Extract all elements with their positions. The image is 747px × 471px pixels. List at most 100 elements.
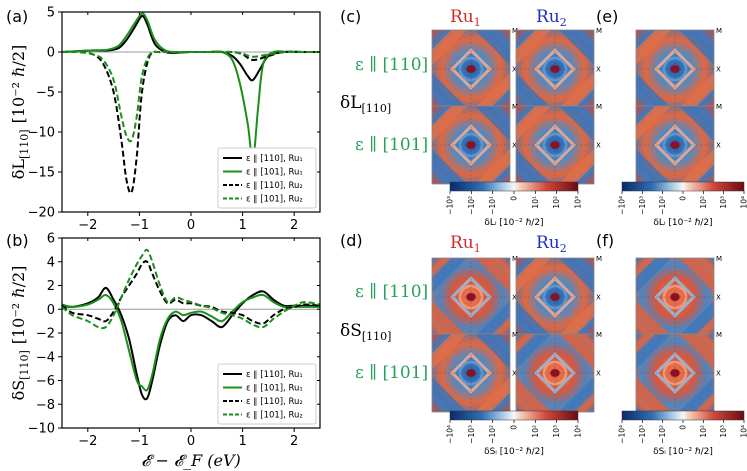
bz-map: MX [431,27,518,109]
colorbar-tick-label: −10³ [638,425,647,444]
bz-map: MX [515,255,602,337]
colorbar-tick-label: −10² [658,425,667,444]
map-label-x: X [716,142,721,150]
map-core [466,141,476,149]
colorbar-gradient [449,410,579,421]
map-stripe [516,334,552,370]
bz-map: MX [635,103,722,185]
ru1-name-bottom: Ru [450,233,474,253]
y-tick-label: 0 [47,46,55,61]
map-stripe [432,334,468,370]
map-stripe [432,376,468,412]
colorbar-tick-label: −10³ [638,196,647,215]
colorbar-tick-label: 0 [679,425,688,430]
colorbar-tick-label: 10³ [719,196,728,209]
map-stripe [636,72,672,108]
map-stripe [678,106,714,142]
map-stripe [474,148,510,184]
y-tick-label: −15 [28,166,55,181]
quantity-dL-sub: [110] [362,102,392,115]
ru2-sub-bottom: 2 [560,242,567,255]
ru1-sub-top: 1 [474,16,481,29]
map-label-m: M [716,103,722,111]
pol-110-top: ε ∥ [110] [355,55,428,75]
map-stripe [474,300,510,336]
map-stripe [432,300,468,336]
ru1-label-bottom: Ru1 [450,233,481,255]
map-label-m: M [596,331,602,339]
y-axis-label-unit: [10⁻² ℏ/2] [9,45,28,124]
map-stripe [474,258,510,294]
map-label-m: M [596,27,602,35]
map-label-m: M [512,255,518,263]
colorbar-tick-label: −10³ [467,425,476,444]
map-core [550,65,560,73]
y-tick-label: 2 [47,279,55,294]
y-tick-label: 6 [47,232,55,247]
series-line-3 [61,260,321,325]
colorbar-label: δLᵢ [10⁻² ℏ/2] [653,218,712,228]
y-tick-label: −6 [36,374,55,389]
colorbar-tick-label: 10⁴ [740,196,747,209]
colorbar-label: δSᵢ [10⁻² ℏ/2] [484,447,544,457]
legend-label-4: ε ∥ [101], Ru₂ [246,195,303,205]
map-stripe [474,72,510,108]
series-line-2 [61,12,320,162]
map-core [466,65,476,73]
bz-map: MX [515,103,602,185]
colorbar-tick-label: 0 [510,196,519,201]
map-label-m: M [716,331,722,339]
y-axis-label-main: δL [9,159,28,180]
map-core [670,293,680,301]
map-stripe [558,300,594,336]
colorbar-f: −10⁴ −10³ −10² 0 10² 10³ 10⁴ δSᵢ [10⁻² ℏ/2] [618,410,747,457]
map-stripe [474,106,510,142]
colorbar-gradient [621,410,745,421]
x-tick-label: 0 [187,218,195,233]
map-stripe [558,72,594,108]
quantity-dL-main: δL [340,93,362,113]
colorbar-tick-label: 10² [699,425,708,438]
map-label-x: X [596,370,601,378]
y-axis-label: δS[110] [10⁻² ℏ/2] [9,266,31,401]
bz-map: MX [515,27,602,109]
pol-110-bottom: ε ∥ [110] [355,282,428,302]
y-tick-label: −10 [28,422,55,437]
map-stripe [636,334,672,370]
map-stripe [558,148,594,184]
map-core [670,369,680,377]
legend-label-1: ε ∥ [110], Ru₁ [246,370,303,380]
map-stripe [432,148,468,184]
ru2-label-top: Ru2 [536,7,567,29]
map-label-x: X [716,370,721,378]
map-core [550,369,560,377]
colorbar-tick-label: −10⁴ [618,196,627,215]
colorbar-label: δSᵢ [10⁻² ℏ/2] [653,447,713,457]
colorbar-tick-label: 10² [552,196,561,209]
map-stripe [474,376,510,412]
colorbar-tick-label: 10⁴ [740,425,747,438]
panel-label-c: (c) [340,7,361,26]
legend-label-2: ε ∥ [101], Ru₁ [246,168,303,178]
map-stripe [558,258,594,294]
map-label-x: X [512,370,517,378]
map-stripe [432,258,468,294]
panel-label-f: (f) [596,231,614,250]
x-tick-label: 1 [238,218,246,233]
map-stripe [678,300,714,336]
y-axis-label: δL[110] [10⁻² ℏ/2] [9,45,31,180]
map-core [466,293,476,301]
map-stripe [558,376,594,412]
panel-label-b: (b) [6,231,29,250]
x-tick-label: 2 [290,218,298,233]
map-label-m: M [596,103,602,111]
map-label-m: M [596,255,602,263]
map-stripe [678,334,714,370]
bz-map: MX [635,27,722,109]
series-line-1 [61,286,320,401]
x-axis-label: 𝓔 − 𝓔_F (eV) [141,451,241,470]
y-tick-label: −4 [36,350,55,365]
